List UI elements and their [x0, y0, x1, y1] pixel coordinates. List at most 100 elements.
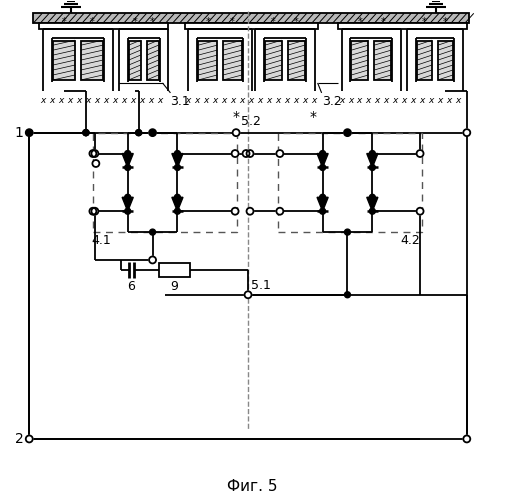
Circle shape: [136, 130, 141, 136]
Text: x: x: [248, 96, 254, 106]
Text: x: x: [357, 96, 362, 106]
Bar: [129, 41, 140, 80]
Bar: [39, 24, 169, 29]
Text: x: x: [437, 96, 443, 106]
Text: x: x: [76, 96, 82, 106]
Polygon shape: [122, 198, 133, 211]
Text: *: *: [206, 17, 210, 27]
Text: *: *: [233, 110, 239, 124]
Circle shape: [125, 150, 131, 156]
Text: x: x: [67, 96, 73, 106]
Text: x: x: [375, 96, 380, 106]
Circle shape: [232, 208, 238, 214]
Text: x: x: [266, 96, 272, 106]
Text: 3.2: 3.2: [322, 95, 341, 108]
Circle shape: [174, 208, 180, 214]
Circle shape: [320, 208, 326, 214]
Polygon shape: [367, 198, 378, 211]
Text: x: x: [49, 96, 55, 106]
Circle shape: [320, 194, 326, 200]
Text: x: x: [302, 96, 308, 106]
Text: x: x: [284, 96, 289, 106]
Text: 9: 9: [171, 280, 178, 293]
Text: *: *: [132, 17, 137, 27]
Text: x: x: [130, 96, 135, 106]
Circle shape: [125, 164, 131, 170]
Text: *: *: [62, 17, 67, 27]
Circle shape: [246, 208, 254, 214]
Circle shape: [344, 229, 350, 235]
Text: x: x: [257, 96, 263, 106]
Text: *: *: [358, 17, 362, 27]
Text: x: x: [40, 96, 46, 106]
Bar: [337, 24, 467, 29]
Circle shape: [344, 130, 350, 136]
Text: x: x: [85, 96, 90, 106]
Circle shape: [92, 160, 99, 167]
Bar: [288, 41, 305, 80]
Text: x: x: [148, 96, 153, 106]
Text: x: x: [112, 96, 118, 106]
Circle shape: [174, 150, 180, 156]
Circle shape: [26, 130, 32, 136]
Text: x: x: [411, 96, 416, 106]
Circle shape: [344, 129, 351, 136]
Text: x: x: [139, 96, 144, 106]
Text: x: x: [401, 96, 407, 106]
Bar: [159, 263, 190, 277]
Text: x: x: [194, 96, 200, 106]
Polygon shape: [172, 198, 183, 211]
Circle shape: [233, 129, 239, 136]
Circle shape: [369, 164, 375, 170]
Circle shape: [83, 130, 89, 136]
Bar: [93, 132, 237, 232]
Text: x: x: [186, 96, 191, 106]
Circle shape: [149, 129, 156, 136]
Text: *: *: [422, 17, 427, 27]
Text: x: x: [239, 96, 245, 106]
Circle shape: [276, 150, 283, 157]
Text: x: x: [339, 96, 344, 106]
Text: x: x: [455, 96, 461, 106]
Polygon shape: [317, 154, 328, 168]
Circle shape: [26, 129, 33, 136]
Circle shape: [244, 292, 251, 298]
Text: x: x: [293, 96, 298, 106]
Bar: [33, 14, 469, 24]
Bar: [351, 41, 368, 80]
Text: x: x: [94, 96, 99, 106]
Circle shape: [320, 164, 326, 170]
Circle shape: [320, 150, 326, 156]
Text: *: *: [271, 17, 276, 27]
Circle shape: [276, 208, 283, 214]
Circle shape: [174, 194, 180, 200]
Text: x: x: [392, 96, 398, 106]
Circle shape: [417, 150, 424, 157]
Circle shape: [149, 256, 156, 264]
Text: 4.2: 4.2: [400, 234, 420, 247]
Text: *: *: [89, 17, 94, 27]
Circle shape: [369, 208, 375, 214]
Circle shape: [83, 130, 89, 136]
Circle shape: [125, 208, 131, 214]
Text: 1: 1: [15, 126, 23, 140]
Bar: [81, 41, 103, 80]
Text: x: x: [366, 96, 371, 106]
Text: x: x: [384, 96, 389, 106]
Text: *: *: [150, 17, 155, 27]
Circle shape: [26, 436, 33, 442]
Circle shape: [89, 208, 96, 214]
Text: *: *: [380, 17, 385, 27]
Circle shape: [91, 150, 98, 157]
Text: *: *: [309, 110, 316, 124]
Circle shape: [174, 164, 180, 170]
Text: 5.2: 5.2: [241, 114, 261, 128]
Circle shape: [463, 129, 470, 136]
Circle shape: [232, 150, 238, 157]
Text: 2: 2: [15, 432, 23, 446]
Polygon shape: [317, 198, 328, 211]
Text: x: x: [59, 96, 64, 106]
Circle shape: [83, 130, 89, 136]
Text: x: x: [121, 96, 126, 106]
Text: 3.1: 3.1: [171, 95, 190, 108]
